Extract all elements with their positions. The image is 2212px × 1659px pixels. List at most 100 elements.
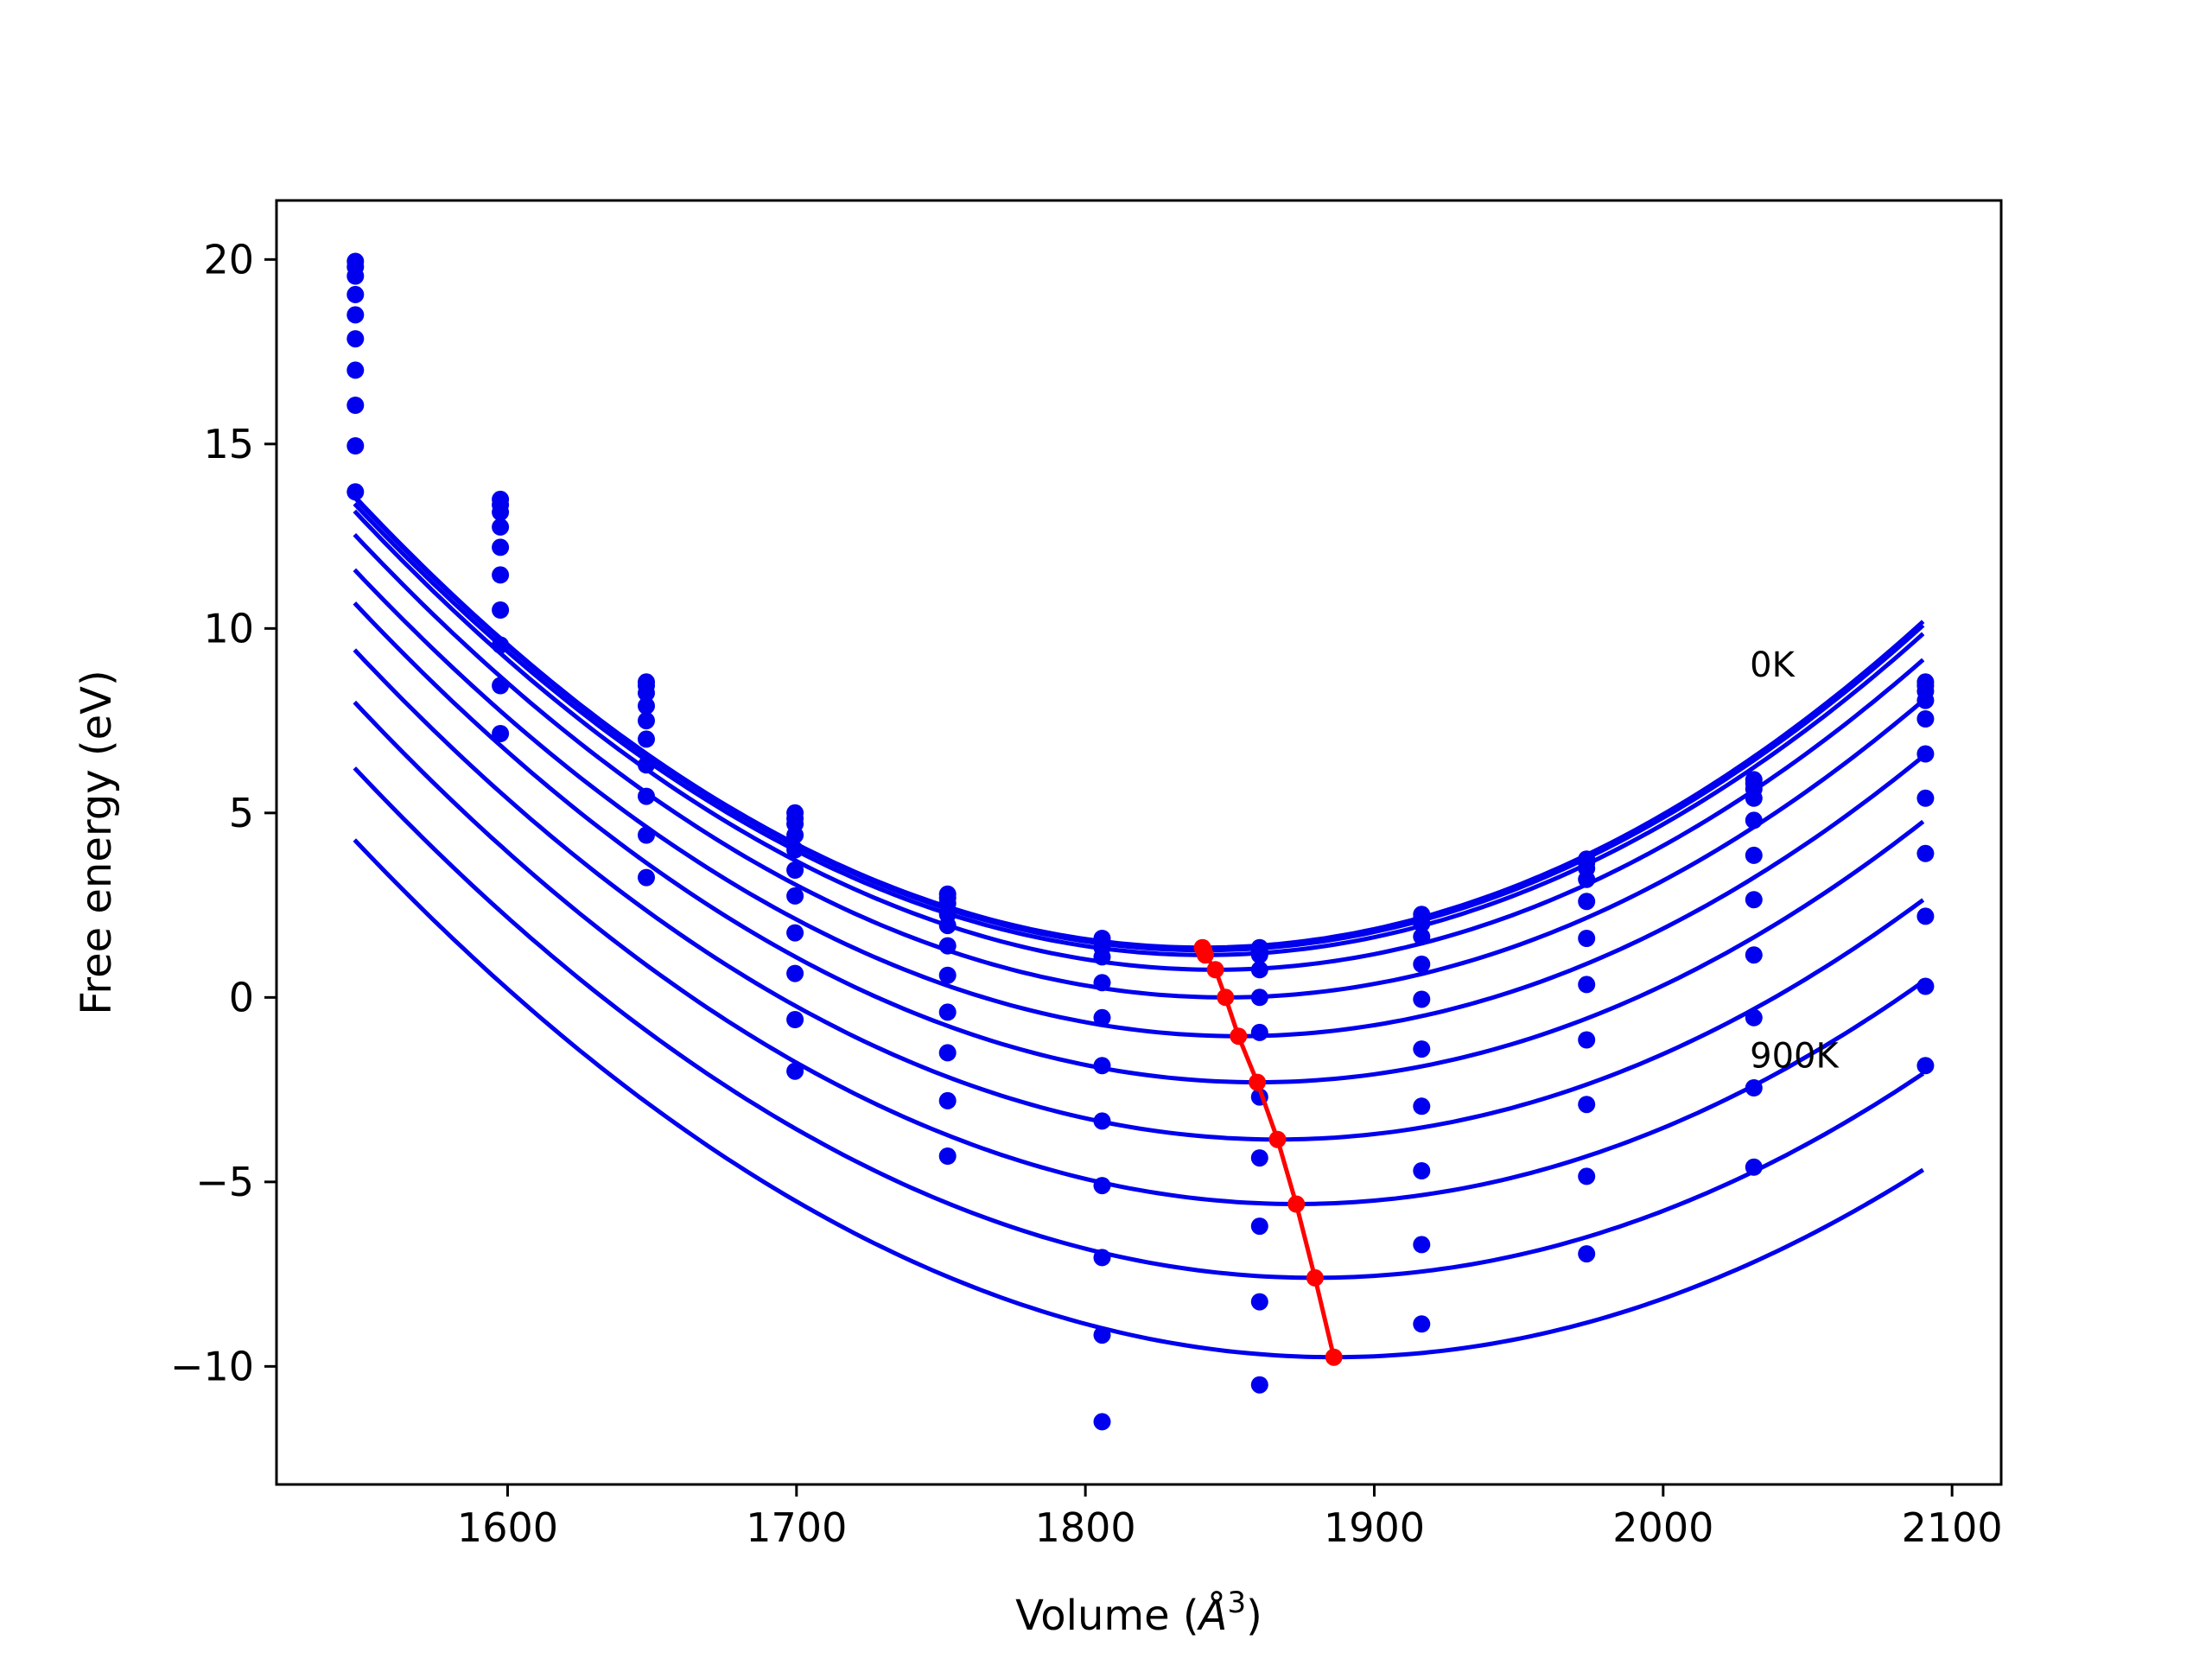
data-point	[638, 868, 655, 887]
data-point	[492, 636, 510, 654]
data-point	[786, 841, 804, 859]
data-point	[786, 924, 804, 942]
data-point	[638, 697, 655, 715]
minimum-point	[1325, 1348, 1343, 1366]
data-point	[346, 285, 365, 303]
data-point	[1745, 789, 1763, 807]
x-axis-label: Volume (Å3)	[1015, 1586, 1262, 1640]
data-point	[1413, 927, 1431, 945]
data-point	[1413, 955, 1431, 973]
data-point	[1578, 1245, 1596, 1263]
data-point	[1745, 891, 1763, 909]
data-point	[346, 361, 365, 379]
minimum-point	[1230, 1027, 1248, 1046]
data-point	[1745, 946, 1763, 964]
y-tick-label: 20	[203, 236, 254, 283]
fit-curve-2	[353, 502, 1925, 957]
data-point	[492, 677, 510, 695]
data-point	[1413, 1236, 1431, 1254]
y-axis-label: Free energy (eV)	[73, 670, 121, 1014]
data-point	[1916, 691, 1935, 709]
data-point	[1916, 977, 1935, 995]
data-point	[1250, 1293, 1268, 1311]
axis-ticks: 1600 1700 1800 1900 2000 2100 20 15 10 5 0 −5 −10	[170, 236, 2003, 1551]
data-point	[1916, 1057, 1935, 1075]
minimum-point	[1196, 946, 1214, 964]
fit-curve-6	[353, 601, 1925, 1085]
data-point	[1093, 1008, 1111, 1027]
data-point	[1916, 844, 1935, 862]
data-point	[638, 787, 655, 805]
data-point	[1413, 990, 1431, 1008]
data-point	[938, 966, 957, 984]
data-point	[1745, 846, 1763, 864]
fit-curve-3	[353, 509, 1925, 972]
minimum-point	[1287, 1195, 1306, 1213]
data-point	[1250, 961, 1268, 979]
data-point	[1093, 1326, 1111, 1344]
minimum-point	[1249, 1073, 1267, 1091]
fit-curve-7	[353, 648, 1925, 1142]
data-point	[1916, 745, 1935, 763]
plot-marks	[346, 252, 1935, 1431]
data-point	[1745, 1158, 1763, 1176]
data-point	[1578, 870, 1596, 888]
data-point	[938, 1003, 957, 1021]
x-tick-label: 1900	[1324, 1504, 1425, 1551]
y-tick-label: 10	[203, 605, 254, 652]
data-point	[1578, 1167, 1596, 1185]
data-point	[1093, 974, 1111, 992]
data-point	[1916, 789, 1935, 807]
data-point	[938, 1044, 957, 1062]
data-point	[1250, 946, 1268, 964]
x-tick-label: 1700	[746, 1504, 847, 1551]
data-point	[1413, 914, 1431, 932]
data-point	[786, 887, 804, 905]
temperature-annotation: 900K	[1750, 1036, 1840, 1076]
data-point	[1250, 1376, 1268, 1394]
data-point	[786, 1011, 804, 1028]
y-tick-label: 0	[229, 974, 254, 1020]
data-point	[1093, 1413, 1111, 1431]
data-point	[1093, 1057, 1111, 1075]
data-point	[492, 538, 510, 556]
data-point	[346, 397, 365, 414]
data-point	[1745, 1079, 1763, 1096]
data-point	[1250, 1217, 1268, 1236]
y-tick-label: 15	[203, 421, 254, 467]
x-tick-label: 2000	[1612, 1504, 1713, 1551]
minimum-point	[1206, 961, 1224, 979]
data-point	[1413, 1097, 1431, 1116]
data-point	[786, 964, 804, 982]
data-point	[492, 601, 510, 619]
data-point	[346, 330, 365, 348]
fit-curve-1	[353, 495, 1925, 953]
data-point	[1093, 1177, 1111, 1195]
data-point	[1745, 1008, 1763, 1027]
data-point	[638, 730, 655, 748]
data-point	[638, 826, 655, 844]
data-point	[1250, 1149, 1268, 1167]
data-point	[938, 937, 957, 955]
data-point	[1578, 930, 1596, 947]
data-point	[638, 684, 655, 702]
data-point	[492, 518, 510, 536]
data-point	[1745, 811, 1763, 830]
data-point	[1250, 1023, 1268, 1041]
data-point	[346, 483, 365, 501]
fit-curve-8	[353, 700, 1925, 1207]
data-point	[938, 1091, 957, 1109]
x-tick-label: 1800	[1035, 1504, 1136, 1551]
fit-curve-10	[353, 838, 1925, 1360]
data-point	[492, 566, 510, 584]
y-tick-label: −5	[195, 1159, 254, 1205]
data-point	[346, 267, 365, 285]
y-tick-label: −10	[170, 1343, 254, 1389]
y-tick-label: 5	[229, 790, 254, 836]
data-point	[1413, 1040, 1431, 1058]
minimum-point	[1268, 1130, 1287, 1148]
data-point	[1578, 1031, 1596, 1049]
data-point	[492, 503, 510, 521]
data-point	[638, 756, 655, 774]
